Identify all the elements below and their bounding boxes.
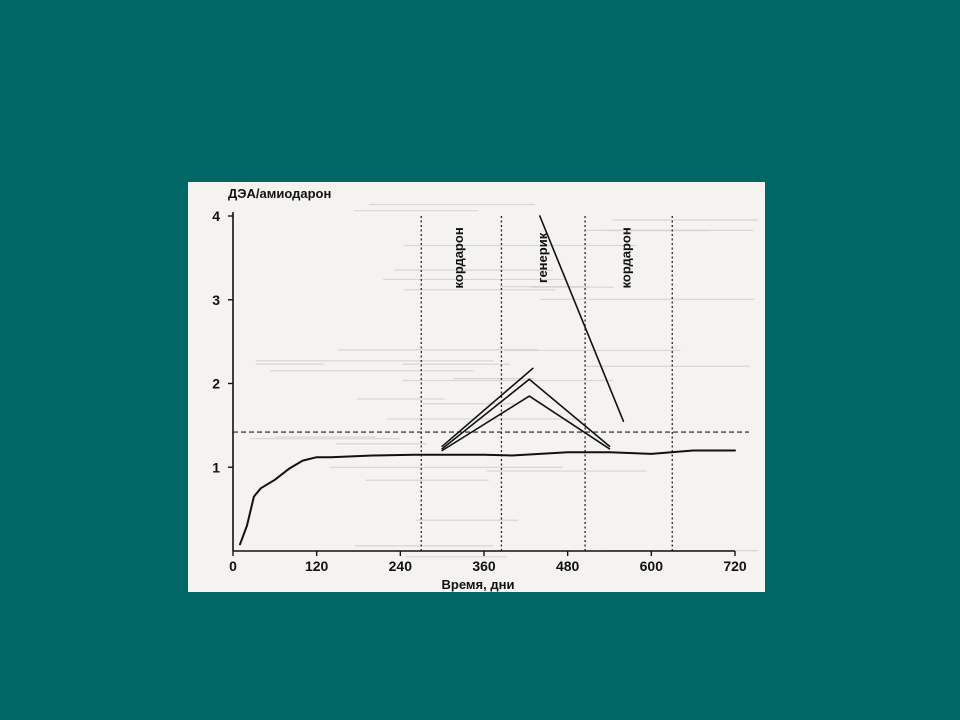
scan-background-texture	[250, 203, 758, 558]
phase-annotation: кордарон	[451, 227, 466, 288]
x-tick-label: 360	[472, 558, 496, 574]
phase-annotation: кордарон	[618, 227, 633, 288]
phase-annotation: генерик	[535, 232, 550, 283]
x-tick-label: 240	[389, 558, 413, 574]
y-axis-label: ДЭА/амиодарон	[228, 186, 331, 201]
series-line-4	[441, 395, 611, 452]
x-tick-label: 600	[640, 558, 664, 574]
chart-figure: ДЭА/амиодарон Время, дни 0 120 240 360 480 60…	[188, 182, 765, 592]
x-tick-label: 720	[723, 558, 747, 574]
y-tick-label: 2	[212, 376, 220, 392]
chart-svg: ДЭА/амиодарон Время, дни 0 120 240 360 480 60…	[212, 186, 758, 592]
x-tick-label: 0	[229, 558, 237, 574]
y-tick-label: 1	[212, 459, 220, 475]
y-tick-label: 3	[212, 292, 220, 308]
series-line-1	[239, 449, 736, 546]
x-tick-label: 120	[305, 558, 329, 574]
x-axis-label: Время, дни	[442, 577, 515, 592]
series-line-5	[538, 215, 625, 422]
y-tick-label: 4	[212, 208, 220, 224]
x-tick-label: 480	[556, 558, 580, 574]
series-line-2	[441, 367, 534, 448]
series-line-3	[441, 378, 611, 450]
